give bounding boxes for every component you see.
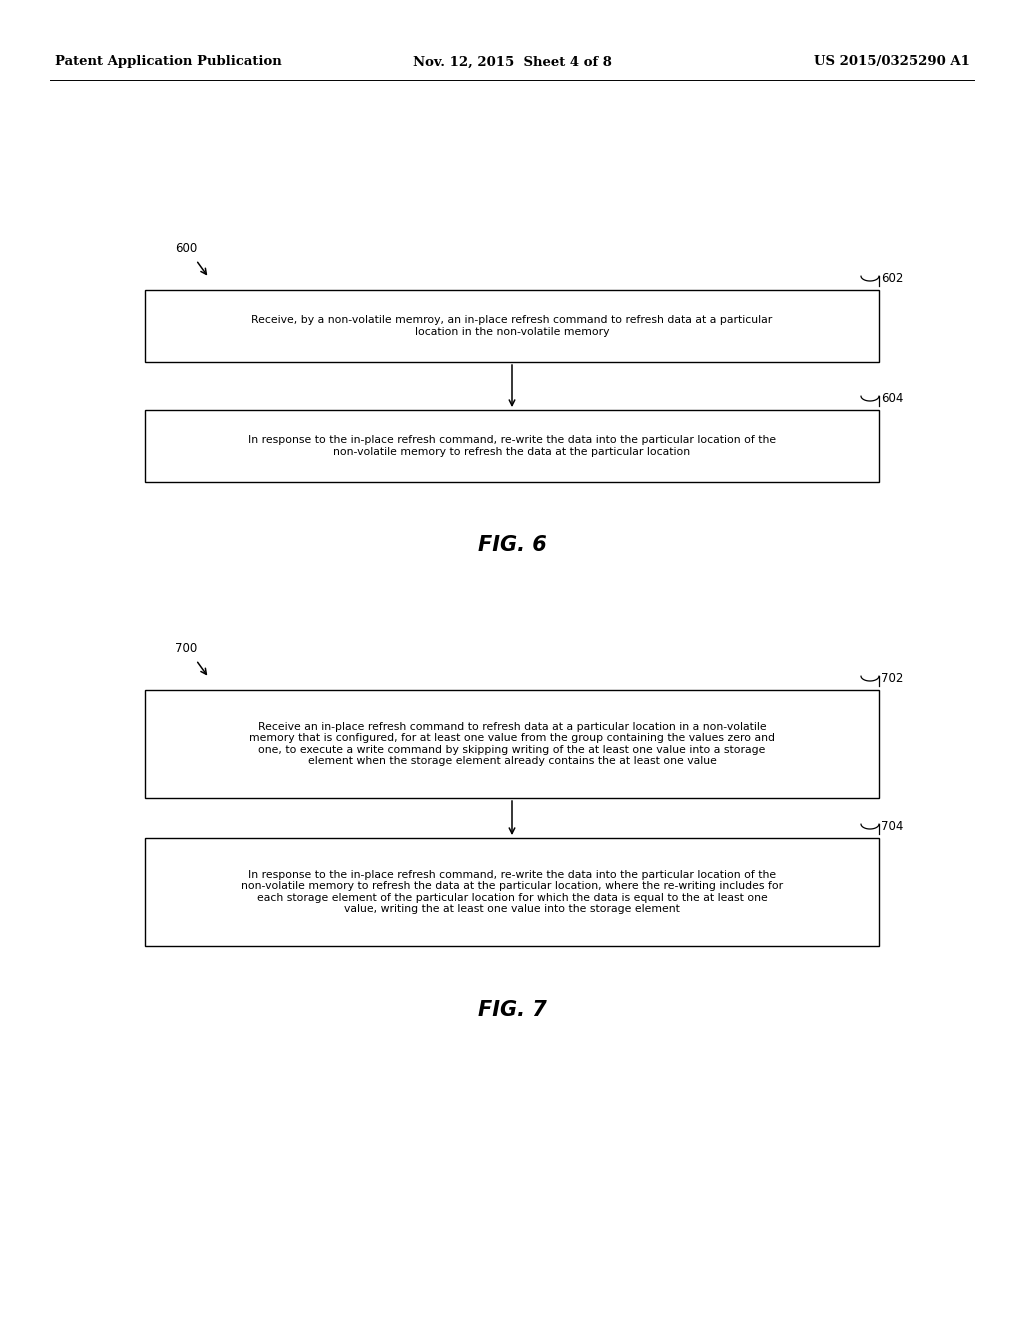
Text: In response to the in-place refresh command, re-write the data into the particul: In response to the in-place refresh comm… bbox=[241, 870, 783, 915]
Bar bbox=[145, 411, 879, 482]
Text: Receive, by a non-volatile memroy, an in-place refresh command to refresh data a: Receive, by a non-volatile memroy, an in… bbox=[251, 315, 773, 337]
Text: 604: 604 bbox=[881, 392, 903, 405]
Text: US 2015/0325290 A1: US 2015/0325290 A1 bbox=[814, 55, 970, 69]
Text: 600: 600 bbox=[175, 242, 198, 255]
Text: 602: 602 bbox=[881, 272, 903, 285]
Text: 702: 702 bbox=[881, 672, 903, 685]
Text: FIG. 6: FIG. 6 bbox=[477, 535, 547, 554]
Bar bbox=[145, 690, 879, 799]
Text: Nov. 12, 2015  Sheet 4 of 8: Nov. 12, 2015 Sheet 4 of 8 bbox=[413, 55, 611, 69]
Text: Patent Application Publication: Patent Application Publication bbox=[55, 55, 282, 69]
Text: In response to the in-place refresh command, re-write the data into the particul: In response to the in-place refresh comm… bbox=[248, 436, 776, 457]
Text: FIG. 7: FIG. 7 bbox=[477, 1001, 547, 1020]
Bar bbox=[145, 290, 879, 362]
Text: Receive an in-place refresh command to refresh data at a particular location in : Receive an in-place refresh command to r… bbox=[249, 722, 775, 767]
Text: 704: 704 bbox=[881, 820, 903, 833]
Bar bbox=[145, 838, 879, 946]
Text: 700: 700 bbox=[175, 642, 198, 655]
